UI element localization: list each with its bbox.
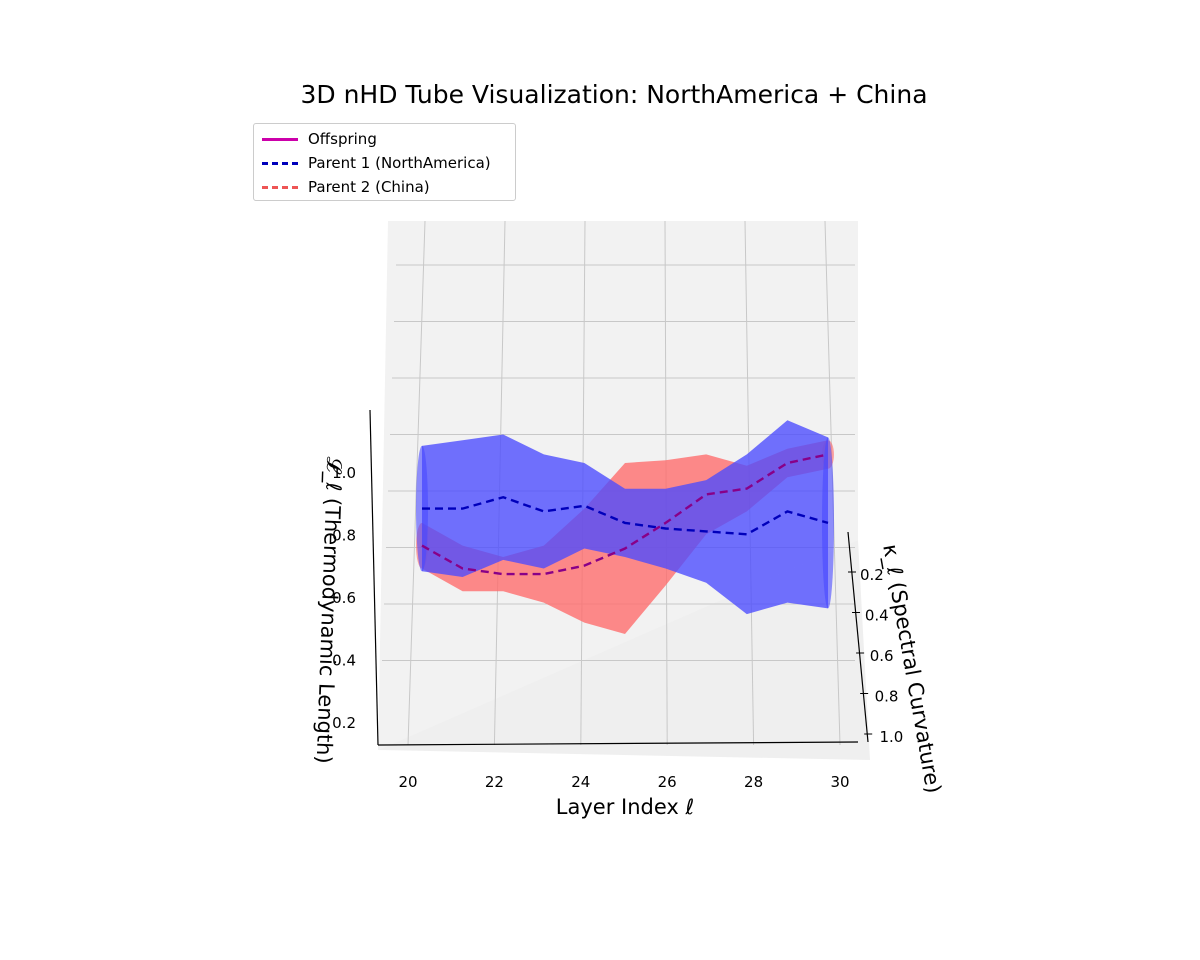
y-tick-label: 0.2 xyxy=(860,566,884,584)
y-axis-line xyxy=(847,531,869,743)
legend-entry-offspring: Offspring xyxy=(254,128,515,150)
x-tick-label: 22 xyxy=(485,773,504,791)
x-tick-label: 26 xyxy=(658,773,677,791)
z-tick-label: 0.6 xyxy=(332,589,356,607)
legend-swatch-parent1 xyxy=(262,162,298,165)
z-tick-label: 0.4 xyxy=(332,652,356,670)
x-tick-label: 20 xyxy=(398,773,417,791)
y-tick-label: 1.0 xyxy=(879,728,903,746)
legend-entry-parent1: Parent 1 (NorthAmerica) xyxy=(254,152,515,174)
x-axis-label: Layer Index ℓ xyxy=(556,795,694,819)
y-tick-label: 0.8 xyxy=(875,688,899,706)
series-lines xyxy=(421,453,829,576)
tick-labels: 20 22 24 26 28 30 0.2 0.4 0.6 0.8 1.0 0.2 0.4 0.6 0.8 1… xyxy=(332,464,903,791)
legend: Offspring Parent 1 (NorthAmerica) Parent… xyxy=(253,123,516,201)
x-axis-line xyxy=(377,741,859,746)
legend-entry-parent2: Parent 2 (China) xyxy=(254,176,515,198)
tube-parent1 xyxy=(422,420,828,615)
y-tick-label: 0.4 xyxy=(865,607,889,625)
z-tick-label: 0.2 xyxy=(332,714,356,732)
z-tick-label: 0.8 xyxy=(332,527,356,545)
legend-swatch-offspring xyxy=(262,138,298,141)
legend-label-offspring: Offspring xyxy=(308,130,377,148)
line-offspring xyxy=(421,453,829,576)
x-tick-label: 24 xyxy=(571,773,590,791)
legend-swatch-parent2 xyxy=(262,186,298,189)
chart-title: 3D nHD Tube Visualization: NorthAmerica … xyxy=(300,80,928,109)
line-parent1 xyxy=(422,495,829,536)
z-axis-line xyxy=(369,409,379,746)
x-tick-label: 28 xyxy=(744,773,763,791)
y-tick-label: 0.6 xyxy=(870,647,894,665)
grid-line-x xyxy=(407,220,426,746)
x-tick-label: 30 xyxy=(830,773,849,791)
axis-lines xyxy=(369,409,869,746)
y-axis-label: κ_ℓ (Spectral Curvature) xyxy=(877,542,945,795)
z-tick-label: 1.0 xyxy=(332,464,356,482)
legend-label-parent1: Parent 1 (NorthAmerica) xyxy=(308,154,491,172)
legend-label-parent2: Parent 2 (China) xyxy=(308,178,430,196)
